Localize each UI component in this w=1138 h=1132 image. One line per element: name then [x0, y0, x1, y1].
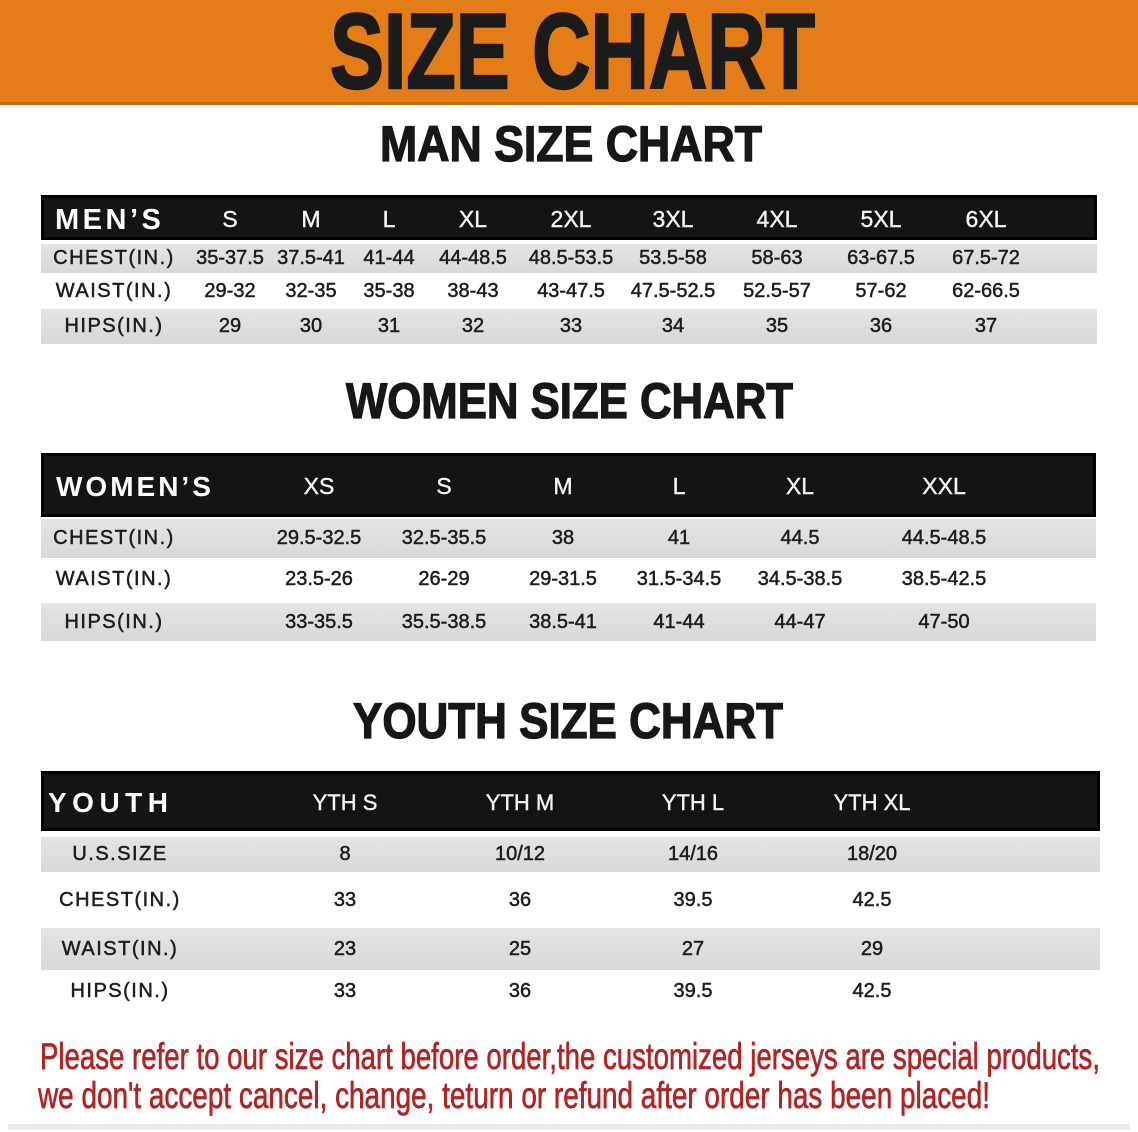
svg-text:Please refer to our size chart: Please refer to our size chart before or… [40, 1036, 1100, 1077]
svg-text:MAN SIZE CHART: MAN SIZE CHART [380, 116, 762, 172]
svg-text:YOUTH SIZE CHART: YOUTH SIZE CHART [353, 693, 783, 749]
svg-text:we don't accept cancel, change: we don't accept cancel, change, teturn o… [37, 1075, 990, 1116]
svg-text:SIZE CHART: SIZE CHART [330, 0, 815, 111]
svg-text:WOMEN SIZE CHART: WOMEN SIZE CHART [346, 373, 793, 429]
